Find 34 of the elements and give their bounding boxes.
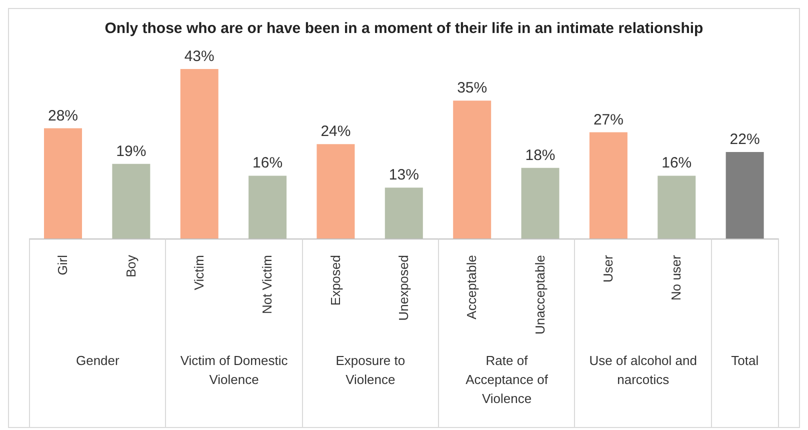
data-label: 27%	[593, 111, 624, 128]
data-label: 16%	[252, 154, 283, 172]
bar	[384, 188, 423, 239]
x-tick-label: Girl	[55, 254, 70, 276]
data-label: 19%	[116, 142, 146, 160]
x-tick-label: Boy	[123, 254, 138, 278]
chart-title: Only those who are or have been in a moment of their life in an intimate relationship	[104, 19, 704, 39]
data-label: 18%	[525, 146, 556, 164]
x-tick-label: Unacceptable	[532, 255, 548, 334]
bar	[658, 176, 696, 239]
x-tick-label: Not Victim	[260, 255, 275, 314]
axis-group-cell: Total	[710, 239, 779, 427]
x-tick-label: No user	[668, 254, 684, 301]
data-label: 28%	[48, 107, 78, 124]
bar	[44, 128, 82, 239]
data-label: 43%	[184, 48, 214, 65]
x-tick-label: Victim	[191, 255, 206, 290]
bar	[112, 164, 150, 239]
bar	[521, 168, 560, 239]
x-tick-label: Unexposed	[396, 255, 411, 321]
bar	[248, 176, 287, 239]
data-label: 35%	[457, 80, 488, 97]
x-tick-label: Acceptable	[464, 255, 480, 320]
data-label: 24%	[320, 123, 351, 140]
x-tick-label: Exposed	[328, 255, 343, 306]
x-tick-label: User	[600, 254, 616, 282]
bar	[453, 100, 492, 239]
data-label: 22%	[730, 131, 760, 148]
data-label: 16%	[662, 154, 692, 172]
bar	[180, 69, 218, 239]
bar	[589, 132, 628, 239]
bar	[316, 144, 355, 239]
bar	[726, 152, 764, 239]
data-label: 13%	[388, 166, 419, 184]
